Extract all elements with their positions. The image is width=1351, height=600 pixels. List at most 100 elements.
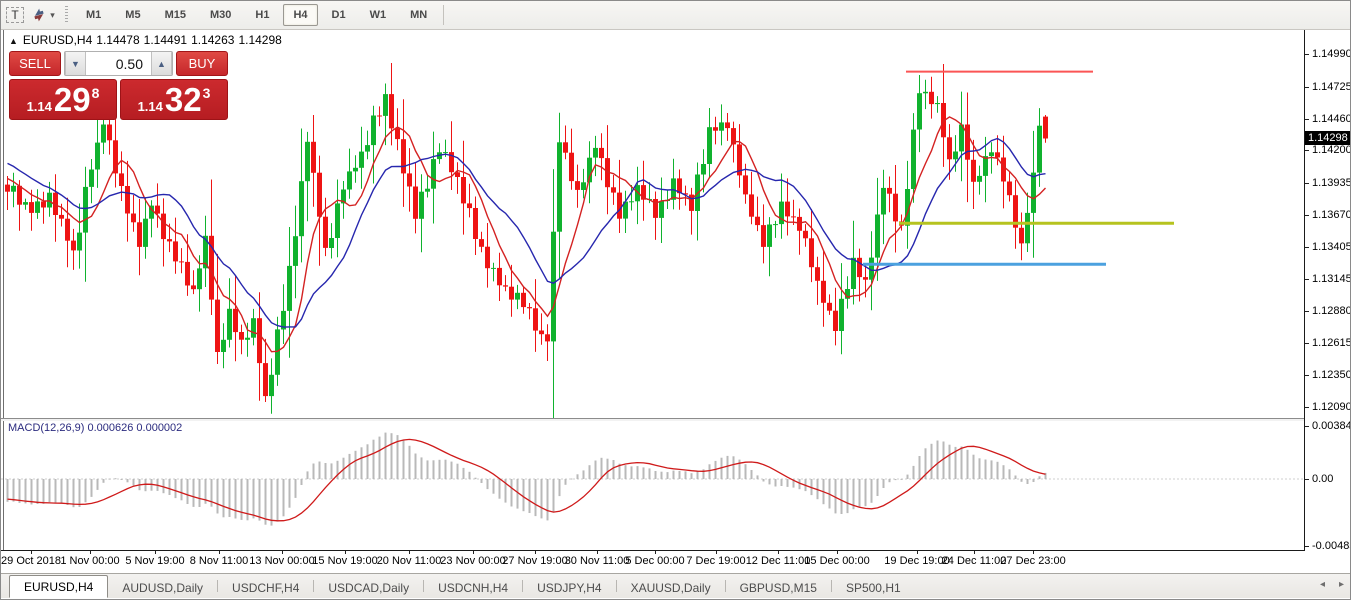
close-value: 1.14298 (238, 33, 282, 47)
candle-body (947, 137, 952, 160)
macd-histogram-bar (480, 479, 483, 483)
price-axis-label: 1.12615 (1312, 337, 1351, 349)
macd-histogram-bar (222, 479, 225, 518)
candle-body (941, 103, 946, 138)
macd-histogram-bar (570, 478, 573, 480)
macd-histogram-bar (864, 479, 867, 507)
time-axis-tick (597, 551, 598, 554)
macd-histogram-bar (60, 479, 63, 503)
sell-price-button[interactable]: 1.14 29 8 (9, 79, 117, 120)
tab-xauusd-daily[interactable]: XAUUSD,Daily (630, 581, 711, 595)
timeframe-button-m30[interactable]: M30 (209, 9, 232, 21)
candle-body (293, 236, 298, 266)
macd-histogram-bar (12, 479, 15, 502)
tab-eurusd-h4[interactable]: EURUSD,H4 (9, 575, 109, 598)
candle-body (551, 231, 556, 342)
timeframe-button-m15[interactable]: M15 (164, 9, 186, 21)
candle-body (485, 246, 490, 269)
macd-histogram-bar (126, 479, 129, 483)
candle-body (71, 240, 76, 251)
toolbar-grip[interactable] (65, 6, 68, 24)
macd-histogram-bar (72, 479, 75, 508)
macd-histogram-bar (684, 471, 687, 479)
candle-body (221, 339, 226, 352)
candle-body (497, 267, 502, 286)
timeframe-button-m5[interactable]: M5 (125, 9, 141, 21)
tab-usdcnh-h4[interactable]: USDCNH,H4 (438, 581, 509, 595)
chart-macd-separator[interactable] (1, 418, 1305, 419)
candle-body (401, 139, 406, 174)
candle-body (881, 187, 886, 215)
macd-histogram-bar (798, 479, 801, 490)
macd-histogram-bar (282, 479, 285, 517)
time-axis-label: 15 Nov 19:00 (312, 555, 378, 567)
tab-scroll-right-icon[interactable]: ▸ (1338, 579, 1344, 590)
volume-decrease-button[interactable]: ▼ (65, 52, 86, 75)
candle-body (725, 122, 730, 129)
sell-button[interactable]: SELL (9, 51, 61, 76)
high-value: 1.14491 (143, 33, 188, 47)
buy-price-button[interactable]: 1.14 32 3 (120, 79, 228, 120)
candle-body (113, 140, 118, 174)
candle-body (359, 151, 364, 168)
arrows-tool-button[interactable]: ▾ (30, 3, 56, 27)
candle-body (383, 94, 388, 116)
macd-histogram-bar (318, 461, 321, 479)
candle-body (677, 178, 682, 194)
tab-gbpusd-m15[interactable]: GBPUSD,M15 (739, 581, 817, 595)
candle-body (389, 94, 394, 129)
time-axis-tick (155, 551, 156, 554)
time-axis-tick (655, 551, 656, 554)
time-axis-tick (473, 551, 474, 554)
macd-indicator-chart[interactable] (1, 421, 1305, 550)
macd-bottom-border (1, 550, 1305, 551)
macd-histogram-bar (342, 457, 345, 480)
candle-body (179, 261, 184, 263)
candle-body (59, 214, 64, 219)
macd-histogram-bar (246, 479, 249, 521)
macd-histogram-bar (774, 479, 777, 487)
tab-usdjpy-h4[interactable]: USDJPY,H4 (537, 581, 602, 595)
price-axis-label: 1.13145 (1312, 273, 1351, 285)
macd-histogram-bar (894, 479, 897, 481)
macd-histogram-bar (888, 479, 891, 483)
collapse-panel-icon[interactable]: ▲ (9, 36, 18, 46)
candle-body (443, 152, 448, 154)
tab-scroll-left-icon[interactable]: ◂ (1319, 579, 1325, 590)
macd-histogram-bar (258, 479, 261, 521)
macd-histogram-bar (102, 479, 105, 483)
buy-button[interactable]: BUY (176, 51, 228, 76)
price-axis-tick (1305, 311, 1309, 312)
timeframe-button-h1[interactable]: H1 (255, 9, 270, 21)
time-axis-tick (90, 551, 91, 554)
volume-input[interactable]: 0.50 (115, 55, 143, 72)
macd-histogram-bar (780, 479, 783, 486)
candle-body (659, 201, 664, 218)
text-annotation-tool-button[interactable]: T (2, 3, 28, 27)
timeframe-button-d1[interactable]: D1 (331, 9, 346, 21)
macd-histogram-bar (648, 468, 651, 480)
tab-usdchf-h4[interactable]: USDCHF,H4 (232, 581, 300, 595)
macd-histogram-bar (396, 435, 399, 480)
candle-body (863, 277, 868, 280)
macd-histogram-bar (144, 479, 147, 492)
timeframe-group: M1 M5 M15 M30 H1 H4 D1 W1 MN (74, 4, 439, 26)
macd-histogram-bar (414, 453, 417, 479)
macd-histogram-bar (486, 479, 489, 490)
timeframe-button-h4[interactable]: H4 (283, 4, 318, 26)
candle-body (407, 173, 412, 187)
tab-audusd-daily[interactable]: AUDUSD,Daily (122, 581, 204, 595)
price-axis-tick (1305, 150, 1309, 151)
timeframe-button-m1[interactable]: M1 (86, 9, 102, 21)
low-value: 1.14263 (191, 33, 235, 47)
macd-histogram-bar (744, 464, 747, 479)
tab-usdcad-daily[interactable]: USDCAD,Daily (328, 581, 410, 595)
tab-sp500-h1[interactable]: SP500,H1 (845, 581, 901, 595)
timeframe-button-w1[interactable]: W1 (369, 9, 387, 21)
candle-body (353, 167, 358, 172)
time-axis-label: 12 Dec 11:00 (745, 555, 811, 567)
macd-histogram-bar (726, 455, 729, 479)
timeframe-button-mn[interactable]: MN (410, 9, 428, 21)
volume-increase-button[interactable]: ▲ (151, 52, 172, 75)
time-axis-label: 8 Nov 11:00 (189, 555, 249, 567)
